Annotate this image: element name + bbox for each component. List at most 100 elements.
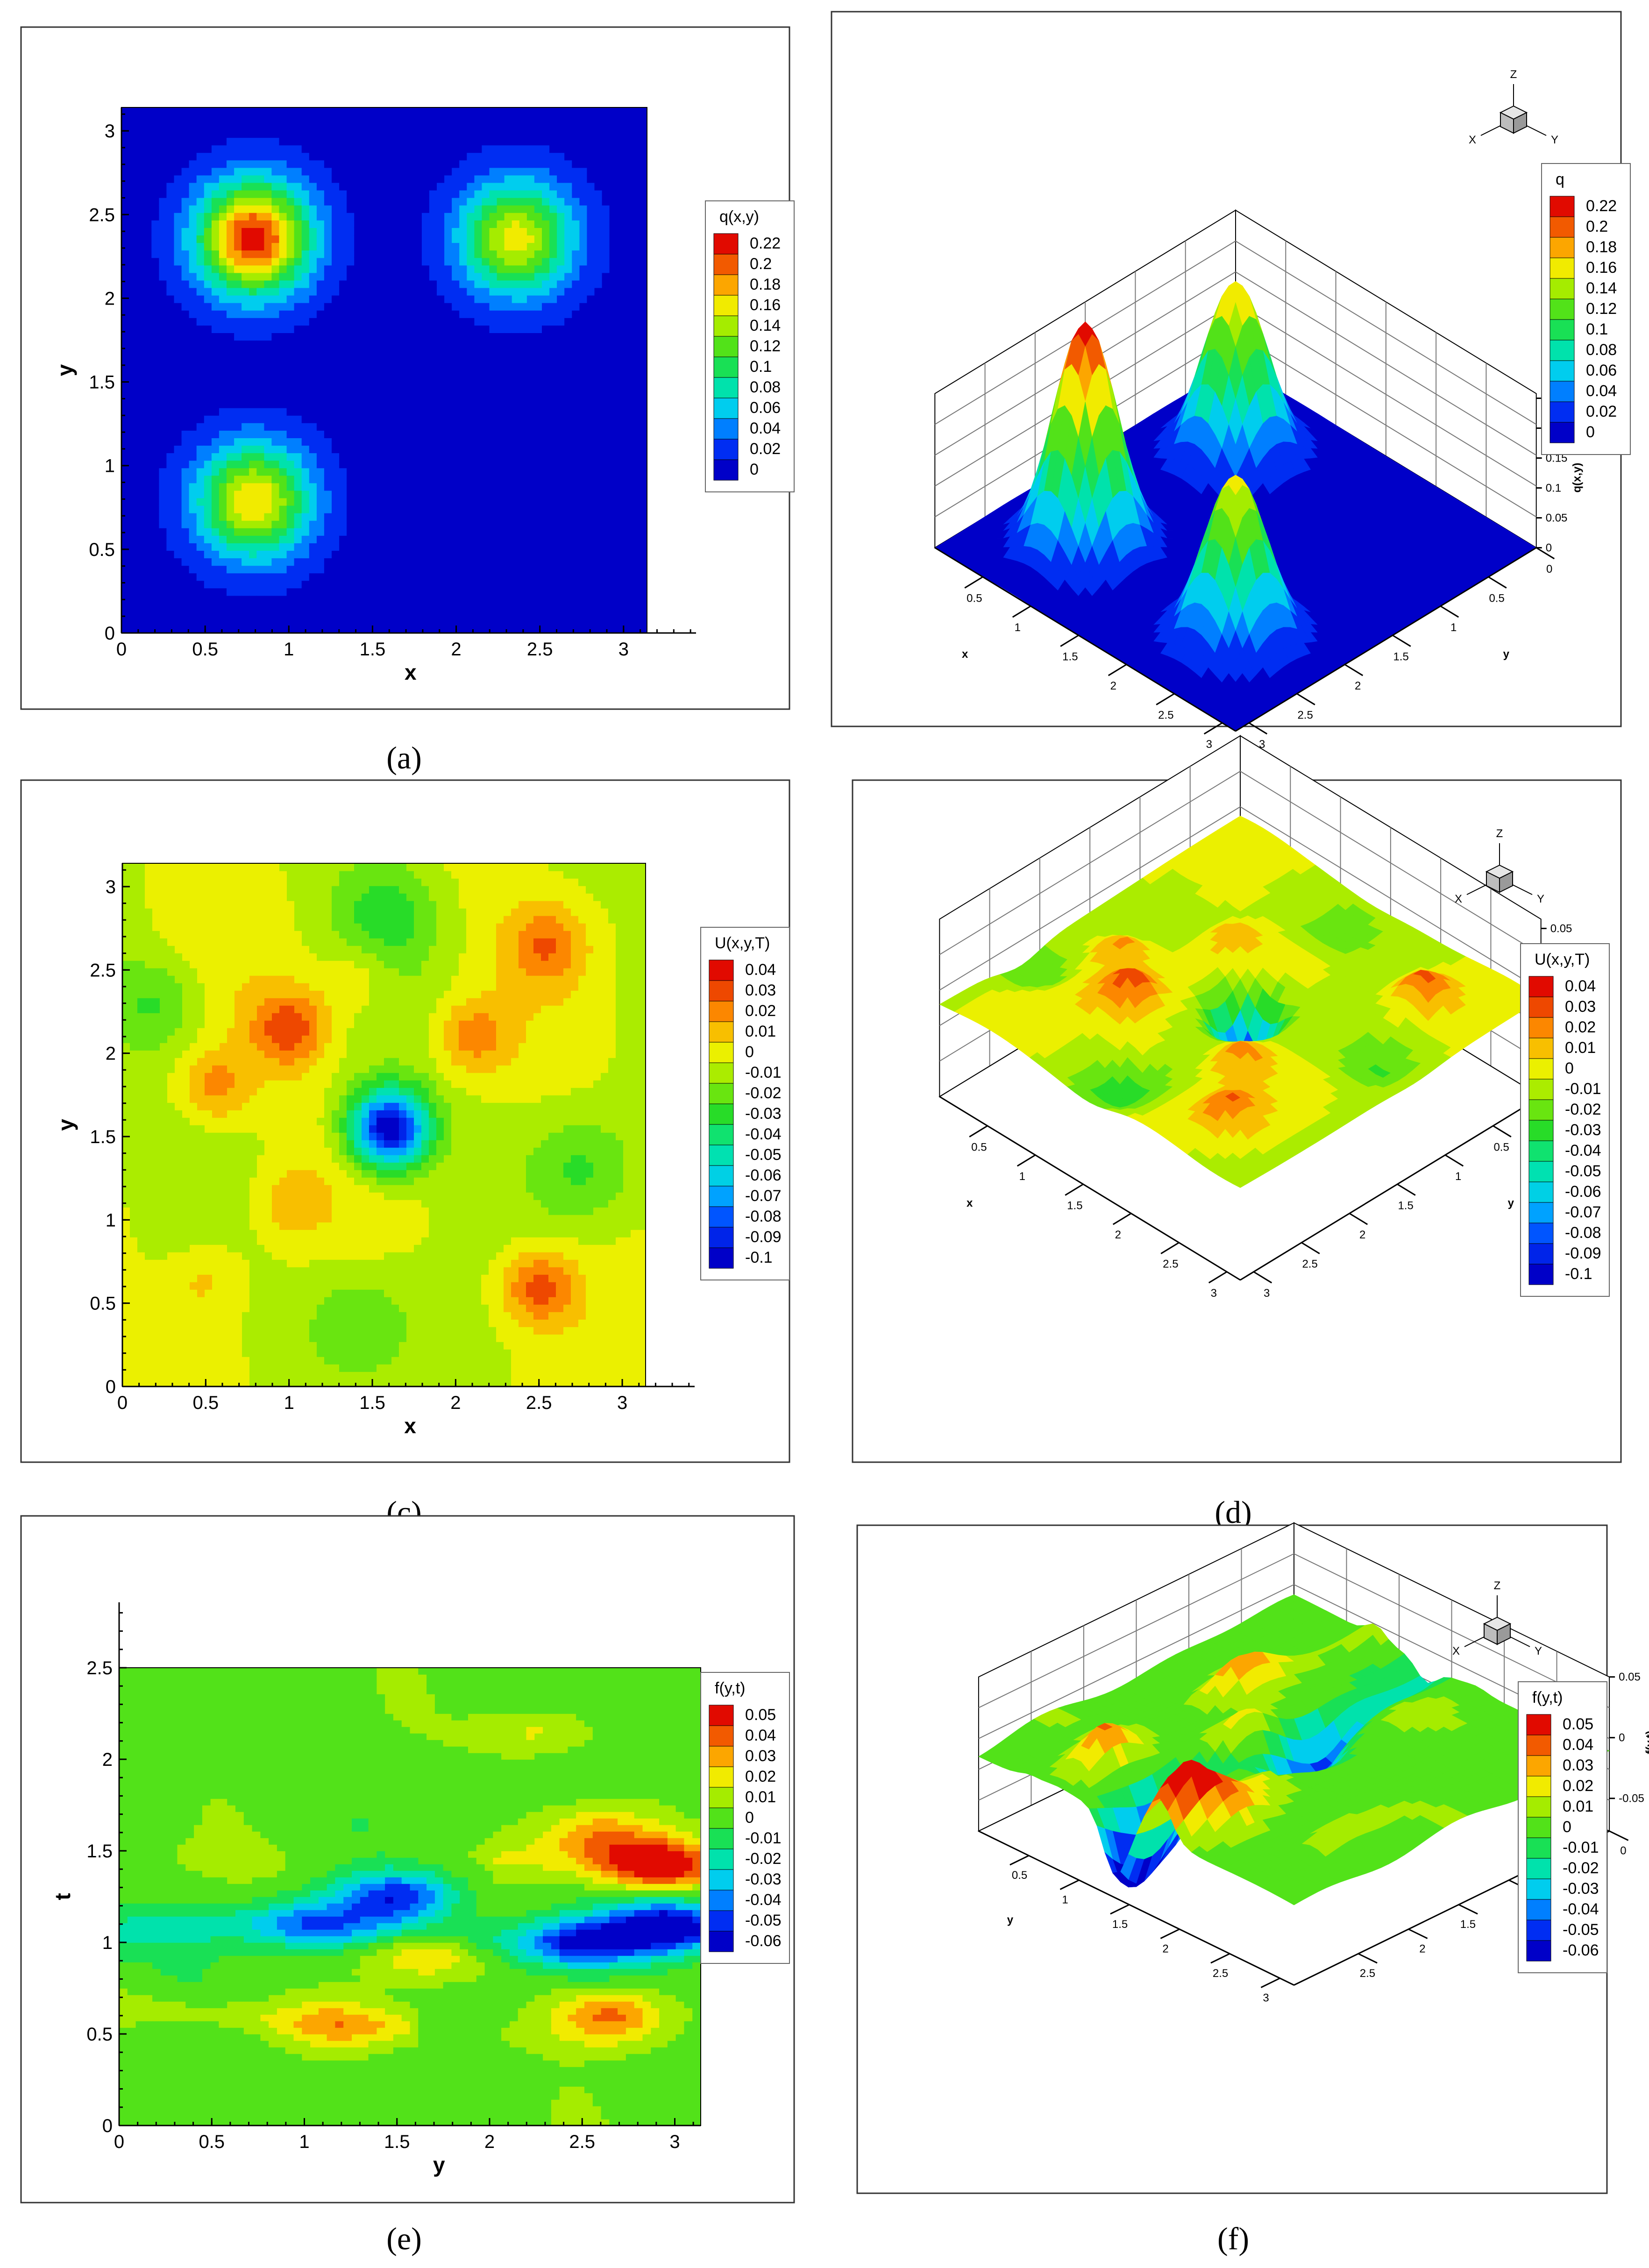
legend-swatch [713, 274, 739, 296]
legend-swatch [709, 1062, 734, 1084]
right-axis-tick [1156, 693, 1175, 705]
left-axis-tick [1344, 664, 1364, 676]
legend-swatch [713, 356, 739, 378]
legend-swatch [709, 1725, 734, 1747]
left-axis-tick [1296, 693, 1315, 705]
legend-level-label: -0.03 [745, 1105, 782, 1123]
y-tick-label: 1.5 [89, 372, 115, 393]
x-axis-label: x [405, 660, 417, 684]
left-axis-tick [1535, 547, 1555, 560]
legend-level-label: -0.07 [745, 1187, 782, 1205]
triad-cube-right [1513, 112, 1527, 134]
left-axis-tick-label: 2 [1359, 1229, 1365, 1241]
panel-a: 0 0.5 1 1.5 2 2.5 300.511.522.53xyq(x,y)0.220.… [20, 26, 795, 775]
left-axis-tick-label: 1.5 [1398, 1200, 1413, 1212]
legend-level-label: 0.22 [750, 235, 781, 252]
x-tick-label: 0 [116, 639, 127, 660]
x-tick-label: 3 [617, 1393, 627, 1413]
legend-swatch [709, 1186, 734, 1207]
legend-swatch [709, 1227, 734, 1248]
legend-swatch [1549, 216, 1575, 238]
legend-level-label: 0.03 [745, 981, 776, 999]
left-floor-axis [1235, 547, 1537, 732]
right-axis-tick-label: 3 [1211, 1287, 1217, 1300]
x-tick-label: 2 [484, 2132, 495, 2152]
legend-level-label: -0.06 [1565, 1183, 1601, 1201]
legend-swatch [709, 1247, 734, 1269]
legend-level-label: 0 [750, 461, 759, 478]
legend-swatch [709, 1910, 734, 1932]
legend-level-label: 0.1 [750, 358, 772, 376]
x-tick-label: 1 [284, 1393, 294, 1413]
right-axis-tick [1108, 664, 1127, 676]
legend-swatch [1528, 1038, 1554, 1059]
legend-level-label: 0 [1586, 423, 1595, 441]
y-tick-label: 0.5 [90, 1294, 116, 1314]
legend-level-label: -0.08 [1565, 1224, 1601, 1242]
right-axis-label: x [967, 1197, 973, 1209]
legend-level-label: 0.01 [745, 1023, 776, 1040]
x-tick-label: 2.5 [526, 1393, 552, 1413]
legend-swatch [1528, 976, 1554, 997]
y-tick-label: 0 [106, 1377, 116, 1397]
legend-level-label: 0.16 [1586, 259, 1617, 277]
legend-level-label: 0.02 [745, 1002, 776, 1020]
legend-swatch [709, 1746, 734, 1767]
legend-level-label: 0.01 [1565, 1039, 1596, 1057]
legend-swatch [1528, 1181, 1554, 1203]
y-tick-label: 3 [106, 877, 116, 897]
x-tick-label: 2 [450, 1393, 461, 1413]
legend-level-label: 0.03 [1565, 998, 1596, 1016]
legend-swatch [709, 1849, 734, 1870]
x-axis-label: y [433, 2153, 445, 2177]
legend-swatch [709, 1828, 734, 1849]
legend-swatch [713, 398, 739, 419]
right-axis-tick-label: 1 [1019, 1170, 1025, 1183]
legend-level-label: -0.02 [1565, 1101, 1601, 1118]
wall-grid-line [1240, 771, 1542, 955]
legend-swatch [1549, 360, 1575, 382]
legend-swatch [713, 233, 739, 255]
legend-level-label: 0 [745, 1809, 754, 1827]
legend-swatch [709, 1083, 734, 1104]
right-axis-tick-label: 0.5 [967, 592, 982, 605]
legend-swatch [709, 1103, 734, 1125]
z-tick-label: 0 [1546, 542, 1552, 555]
legend-level-label: 0.03 [745, 1747, 776, 1765]
x-tick-label: 1.5 [360, 639, 386, 660]
legend-swatch [1528, 1243, 1554, 1265]
left-axis-tick-label: 1.5 [1393, 651, 1408, 663]
legend-swatch [1549, 340, 1575, 361]
legend-level-label: 0.05 [745, 1706, 776, 1724]
legend-level-label: -0.09 [1565, 1244, 1601, 1262]
legend-level-label: -0.01 [1565, 1080, 1601, 1098]
wall-grid-line [1240, 806, 1542, 991]
legend-swatch [1549, 422, 1575, 443]
legend-level-label: -0.06 [745, 1932, 782, 1950]
legend-level-label: -0.01 [745, 1064, 782, 1081]
legend-level-label: 0 [745, 1043, 754, 1061]
legend-level-label: 0.1 [1586, 320, 1608, 338]
y-tick-label: 1 [102, 1933, 113, 1953]
legend-level-label: -0.06 [745, 1166, 782, 1184]
legend-swatch [1549, 299, 1575, 320]
legend-level-label: 0.2 [1586, 218, 1608, 235]
triad-y-label: Y [1551, 134, 1558, 146]
x-tick-label: 1.5 [359, 1393, 385, 1413]
panel-b: 0.250.20.150.10.050q(x,y)00.511.522.530.… [831, 11, 1631, 775]
wall-grid-line [1235, 271, 1537, 456]
triad-x-label: X [1455, 893, 1462, 905]
legend-swatch [709, 1869, 734, 1891]
legend-title: U(x,y,T) [1535, 951, 1590, 968]
y-tick-label: 0 [102, 2116, 113, 2136]
legend-swatch [1549, 237, 1575, 258]
legend-level-label: 0.18 [1586, 238, 1617, 256]
legend-swatch [713, 295, 739, 316]
right-axis-tick-label: 1.5 [1062, 651, 1078, 663]
legend-level-label: -0.09 [745, 1228, 782, 1246]
legend-level-label: -0.04 [745, 1891, 782, 1909]
panel-d: 0.050-0.05-0.1U(x,y,T)00.511.522.530.511… [852, 735, 1622, 1530]
legend-swatch [1549, 257, 1575, 279]
legend-title: f(y,t) [715, 1679, 745, 1697]
left-axis-tick-label: 2.5 [1302, 1258, 1317, 1271]
